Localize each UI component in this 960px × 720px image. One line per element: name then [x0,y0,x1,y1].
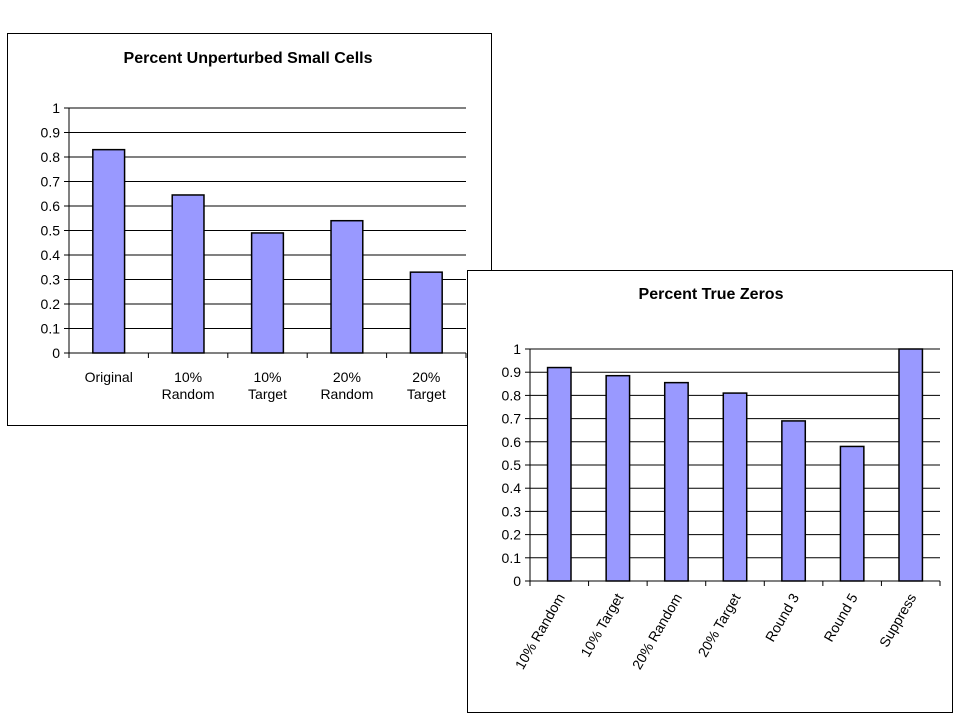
y-tick-label: 0.4 [41,247,61,263]
y-tick-label: 0.4 [502,480,522,496]
y-tick-label: 0 [52,345,60,361]
bar [409,271,443,354]
chart-title: Percent True Zeros [639,286,784,303]
y-tick-label: 1 [52,100,60,116]
y-tick-label: 0.1 [502,550,522,566]
x-category-label: 10% Target [577,590,626,659]
x-category-label: Round 5 [820,590,860,644]
bar [330,219,364,354]
x-category-label: 10% Random [512,591,568,672]
x-category-label: 20% Random [629,591,685,672]
y-tick-label: 0.2 [502,527,522,543]
y-tick-label: 0.7 [502,411,522,427]
bar [839,445,865,582]
y-tick-label: 0.5 [502,457,522,473]
bar [781,420,807,582]
chart-svg-unperturbed: Percent Unperturbed Small Cells 0 0.1 0.2 0.… [41,50,467,402]
y-tick-label: 0.7 [41,174,61,190]
x-category-label: Original [85,369,133,385]
y-tick-label: 0.5 [41,223,61,239]
x-category-label: Target [248,386,287,402]
bar [171,194,205,354]
x-category-label: Random [320,386,373,402]
x-category-label: 10% [253,369,281,385]
bar [663,381,689,582]
y-tick-label: 0.6 [41,198,61,214]
bar [722,392,748,582]
y-tick-label: 0.3 [502,503,522,519]
y-tick-label: 0.9 [41,125,61,141]
y-tick-label: 0.1 [41,321,61,337]
chart-svg-true-zeros: Percent True Zeros 0 0.1 0.2 0.3 0.4 0.5 0.6 0.7… [502,286,941,672]
bar [92,148,126,354]
y-tick-label: 0.8 [502,387,522,403]
x-category-label: Target [407,386,446,402]
x-category-label: Random [162,386,215,402]
y-tick-label: 0.8 [41,149,61,165]
y-tick-label: 0.3 [41,272,61,288]
x-category-label: 20% [333,369,361,385]
y-tick-label: 0 [513,573,521,589]
y-tick-label: 1 [513,341,521,357]
x-category-label: Suppress [876,591,919,650]
bar [250,232,285,354]
x-category-label: 20% [412,369,440,385]
bar [546,366,572,582]
y-tick-label: 0.2 [41,296,61,312]
x-category-label: 10% [174,369,202,385]
y-tick-label: 0.9 [502,364,522,380]
bar [605,374,631,582]
chart-panel-unperturbed: Percent Unperturbed Small Cells 0 0.1 0.2 0.… [7,33,492,426]
bar [898,348,924,582]
chart-title: Percent Unperturbed Small Cells [124,50,373,67]
x-category-label: 20% Target [694,590,743,659]
y-tick-label: 0.6 [502,434,522,450]
chart-panel-true-zeros: Percent True Zeros 0 0.1 0.2 0.3 0.4 0.5 0.6 0.7… [467,270,953,713]
x-category-label: Round 3 [762,590,802,644]
